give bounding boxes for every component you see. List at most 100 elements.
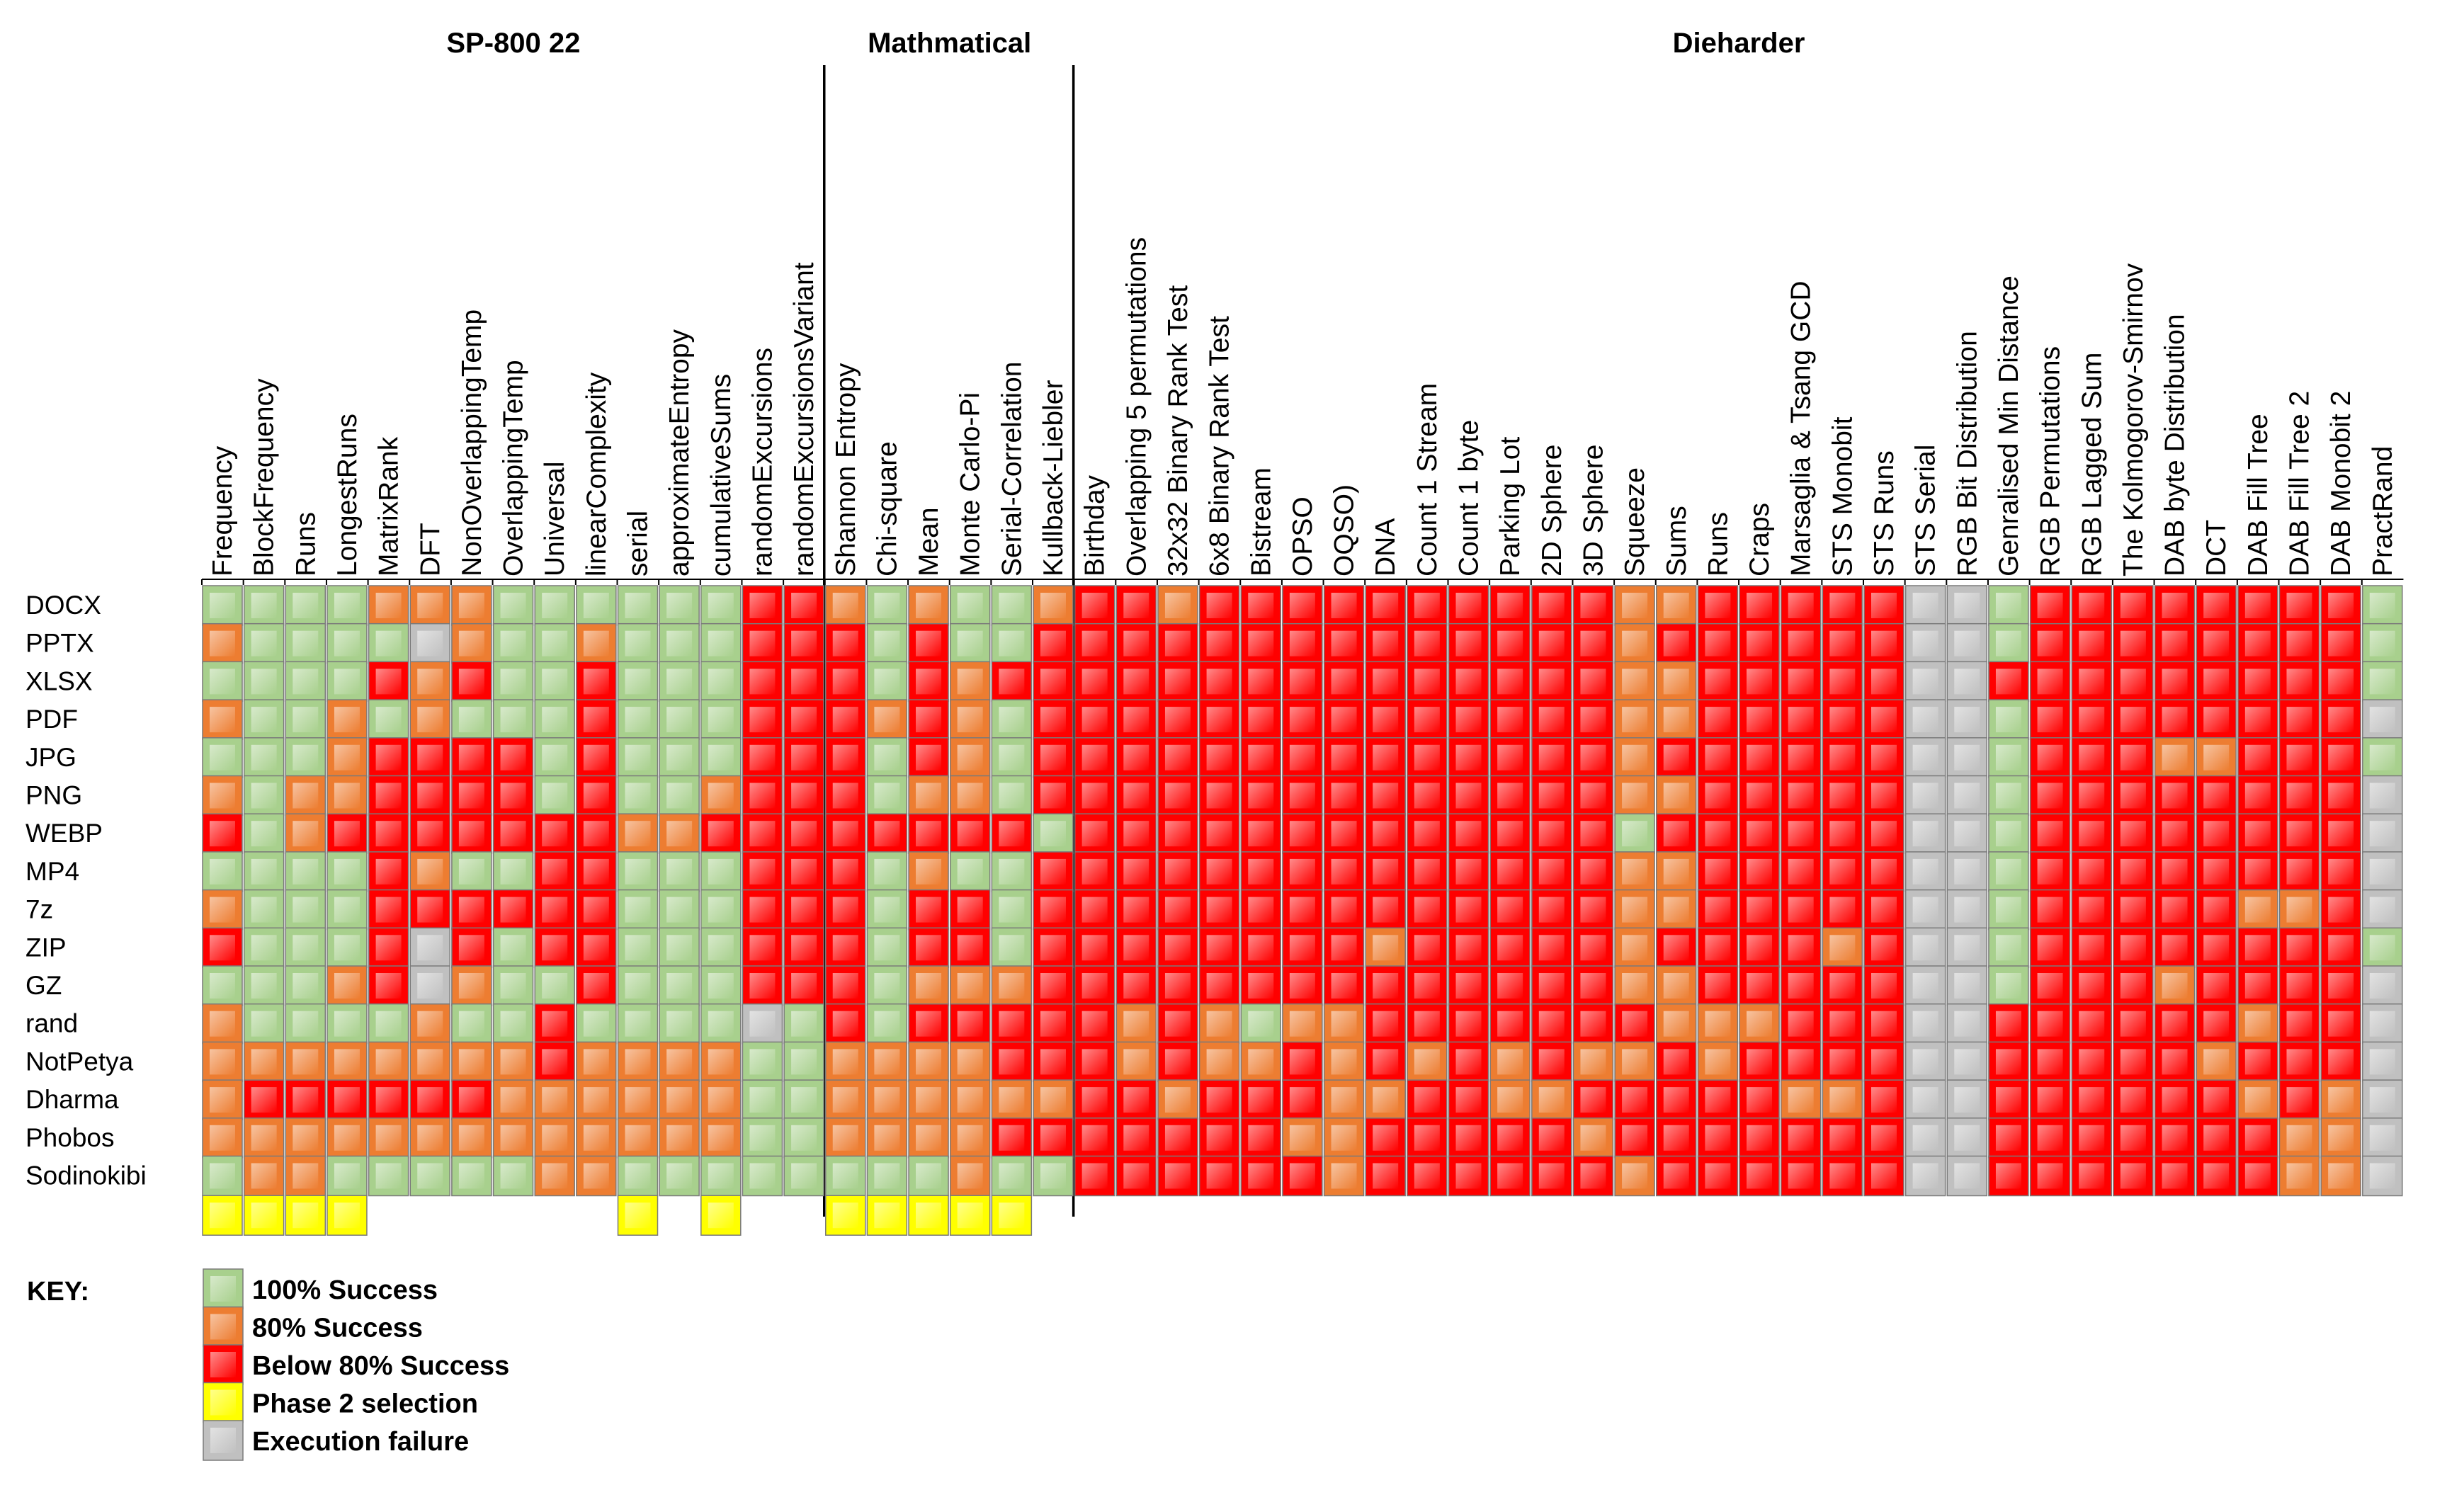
heatmap-cell (576, 737, 617, 778)
heatmap-cell (1489, 1041, 1531, 1083)
heatmap-cell (742, 851, 783, 892)
heatmap-cell (1157, 699, 1198, 740)
heatmap-cell (659, 661, 700, 703)
heatmap-cell (1407, 622, 1448, 664)
heatmap-cell (2029, 1118, 2071, 1159)
heatmap-cell (1531, 851, 1572, 892)
heatmap-cell (576, 1155, 617, 1197)
phase2-cell (617, 1195, 659, 1236)
heatmap-cell (2154, 1118, 2196, 1159)
heatmap-cell (285, 889, 327, 931)
column-label-genralised-min-distance: Genralised Min Distance (1994, 275, 2024, 576)
heatmap-cell (2029, 622, 2071, 664)
heatmap-cell (617, 1079, 659, 1120)
heatmap-cell (409, 585, 450, 626)
heatmap-cell (617, 775, 659, 817)
heatmap-cell (368, 813, 409, 854)
heatmap-cell (327, 737, 368, 778)
heatmap-cell (451, 1155, 492, 1197)
heatmap-cell (2196, 622, 2237, 664)
heatmap-cell (1988, 1003, 2029, 1045)
heatmap-cell (2029, 737, 2071, 778)
heatmap-cell (2196, 927, 2237, 969)
heatmap-cell (825, 889, 866, 931)
heatmap-cell (1739, 965, 1780, 1006)
heatmap-cell (576, 1118, 617, 1159)
heatmap-cell (2029, 1155, 2071, 1197)
heatmap-cell (825, 699, 866, 740)
heatmap-cell (1407, 1118, 1448, 1159)
heatmap-cell (2029, 889, 2071, 931)
heatmap-cell (1904, 737, 1946, 778)
heatmap-cell (368, 1118, 409, 1159)
heatmap-cell (576, 775, 617, 817)
heatmap-cell (243, 661, 285, 703)
heatmap-cell (1365, 699, 1406, 740)
heatmap-cell (1739, 1155, 1780, 1197)
heatmap-cell (783, 1118, 824, 1159)
heatmap-cell (1904, 1079, 1946, 1120)
heatmap-cell (1448, 1041, 1489, 1083)
heatmap-cell (243, 965, 285, 1006)
heatmap-cell (1614, 1118, 1655, 1159)
heatmap-cell (949, 889, 991, 931)
heatmap-cell (949, 1079, 991, 1120)
heatmap-cell (1115, 1155, 1157, 1197)
heatmap-cell (1365, 1118, 1406, 1159)
heatmap-cell (1614, 622, 1655, 664)
heatmap-cell (1074, 622, 1115, 664)
heatmap-cell (368, 737, 409, 778)
heatmap-cell (2278, 851, 2320, 892)
heatmap-cell (1448, 775, 1489, 817)
heatmap-cell (2113, 927, 2154, 969)
heatmap-cell (2154, 661, 2196, 703)
heatmap-cell (1572, 965, 1614, 1006)
heatmap-cell (285, 1079, 327, 1120)
heatmap-cell (2154, 737, 2196, 778)
heatmap-cell (2113, 1003, 2154, 1045)
heatmap-cell (1656, 1155, 1697, 1197)
heatmap-cell (1157, 1118, 1198, 1159)
heatmap-cell (617, 965, 659, 1006)
heatmap-cell (1739, 585, 1780, 626)
heatmap-cell (1697, 813, 1739, 854)
heatmap-cell (243, 813, 285, 854)
heatmap-cell (991, 1155, 1033, 1197)
heatmap-cell (1780, 927, 1822, 969)
heatmap-cell (659, 1118, 700, 1159)
heatmap-cell (1614, 585, 1655, 626)
heatmap-cell (1282, 813, 1323, 854)
heatmap-cell (1448, 965, 1489, 1006)
heatmap-cell (1282, 1003, 1323, 1045)
heatmap-cell (866, 699, 908, 740)
heatmap-cell (1074, 1118, 1115, 1159)
phase2-cell (243, 1195, 285, 1236)
heatmap-cell (1822, 965, 1863, 1006)
heatmap-cell (2196, 813, 2237, 854)
heatmap-cell (1074, 661, 1115, 703)
heatmap-cell (1240, 699, 1281, 740)
heatmap-cell (700, 775, 742, 817)
heatmap-cell (451, 889, 492, 931)
heatmap-cell (368, 1155, 409, 1197)
heatmap-cell (202, 889, 243, 931)
heatmap-cell (368, 889, 409, 931)
heatmap-cell (1863, 965, 1904, 1006)
heatmap-cell (1946, 889, 1988, 931)
heatmap-cell (1946, 699, 1988, 740)
heatmap-cell (1780, 1079, 1822, 1120)
column-label-oqso: OQSO) (1329, 484, 1360, 576)
heatmap-cell (617, 585, 659, 626)
heatmap-cell (1448, 585, 1489, 626)
heatmap-cell (949, 775, 991, 817)
heatmap-cell (1198, 699, 1240, 740)
heatmap-cell (1863, 1155, 1904, 1197)
heatmap-cell (1904, 1003, 1946, 1045)
heatmap-cell (2154, 1155, 2196, 1197)
heatmap-cell (2196, 851, 2237, 892)
heatmap-cell (2362, 889, 2403, 931)
heatmap-cell (1489, 889, 1531, 931)
heatmap-cell (1988, 1118, 2029, 1159)
heatmap-cell (1282, 1041, 1323, 1083)
heatmap-cell (1946, 851, 1988, 892)
